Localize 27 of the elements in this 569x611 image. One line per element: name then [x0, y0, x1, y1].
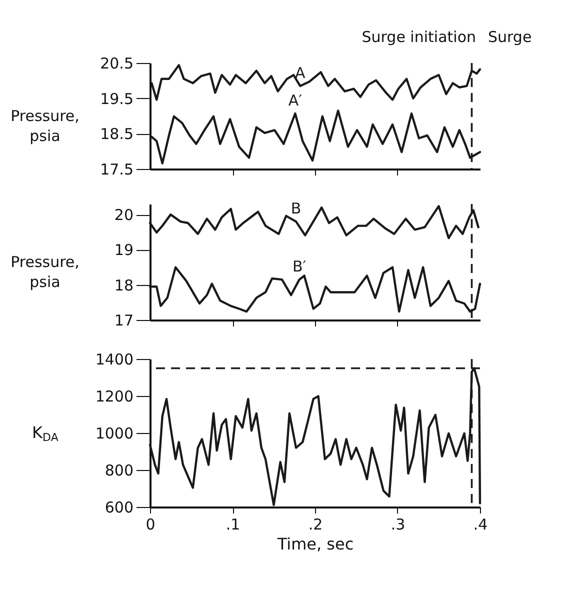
y-tick-label: 18.5: [100, 125, 134, 144]
series-label: B′: [292, 258, 307, 276]
series-label: B: [290, 200, 302, 218]
y-tick-label: 17: [114, 312, 134, 330]
y-tick-label: 20: [114, 206, 134, 224]
y-tick-label: 1000: [95, 424, 134, 442]
y-tick-label: 600: [104, 498, 134, 516]
x-tick-label: .1: [226, 516, 240, 534]
y-tick-label: 1400: [95, 350, 134, 368]
y-tick-label: 17.5: [100, 160, 134, 178]
text: Surge: [488, 28, 532, 46]
y-tick-label: 18: [114, 276, 134, 294]
y-tick-label: 1200: [95, 388, 134, 406]
x-tick-label: .4: [473, 516, 488, 534]
y-tick-label: 19.5: [100, 90, 134, 108]
text: Surge initiation: [362, 28, 476, 46]
x-tick-label: .2: [308, 516, 323, 534]
x-tick-label: .3: [390, 516, 406, 534]
x-axis-title: Time, sec: [276, 534, 354, 554]
series-label: A′: [288, 92, 303, 110]
y-tick-label: 20.5: [100, 54, 134, 72]
x-tick-label: 0: [146, 516, 156, 534]
series-label: A: [295, 64, 306, 82]
y-axis-title: Pressure, psia: [10, 253, 80, 291]
y-tick-label: 19: [114, 241, 134, 260]
y-axis-title: Pressure, psia: [10, 107, 80, 145]
y-tick-label: 800: [104, 462, 134, 480]
